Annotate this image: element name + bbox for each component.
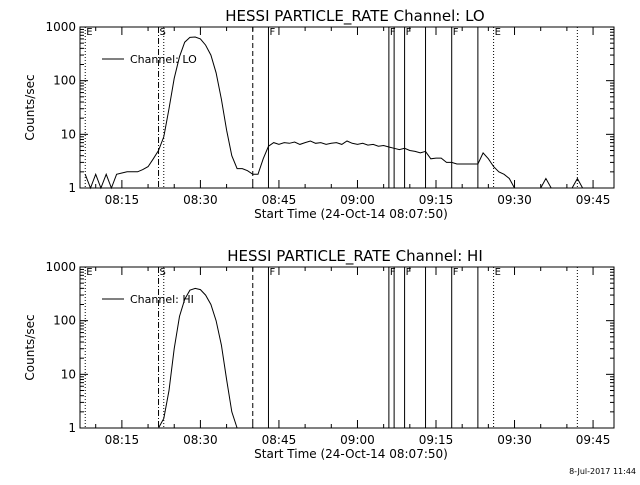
y-axis-label: Counts/sec <box>23 314 37 380</box>
event-marker-label: S <box>160 267 166 278</box>
chart-panel-hi: HESSI PARTICLE_RATE Channel: HI Counts/se… <box>23 247 615 461</box>
event-marker-label: E <box>86 27 92 38</box>
event-marker-label: F <box>406 267 412 278</box>
x-tick-label: 09:45 <box>576 193 611 207</box>
x-axis-label: Start Time (24-Oct-14 08:07:50) <box>254 207 448 221</box>
x-tick-label: 09:15 <box>419 433 454 447</box>
event-marker-label: F <box>390 267 396 278</box>
x-tick-label: 09:45 <box>576 433 611 447</box>
legend-entry: Channel: HI <box>130 293 194 306</box>
x-tick-label: 09:00 <box>340 193 375 207</box>
y-tick-label: 1000 <box>45 260 76 274</box>
y-tick-label: 1 <box>68 181 76 195</box>
event-marker-label: E <box>495 267 501 278</box>
x-tick-label: 08:15 <box>105 433 140 447</box>
x-tick-label: 08:15 <box>105 193 140 207</box>
event-marker-label: F <box>269 267 275 278</box>
plot-frame <box>79 266 615 429</box>
event-marker-label: F <box>269 27 275 38</box>
x-tick-label: 08:30 <box>183 433 218 447</box>
x-tick-label: 09:30 <box>497 193 532 207</box>
x-tick-label: 08:45 <box>262 193 297 207</box>
y-tick-label: 100 <box>53 74 76 88</box>
event-marker-label: S <box>160 27 166 38</box>
y-tick-label: 1000 <box>45 20 76 34</box>
y-axis-label: Counts/sec <box>23 74 37 140</box>
event-marker-label: F <box>453 267 459 278</box>
x-axis-label: Start Time (24-Oct-14 08:07:50) <box>254 447 448 461</box>
y-tick-label: 1 <box>68 421 76 435</box>
event-marker-label: F <box>390 27 396 38</box>
legend-entry: Channel: LO <box>130 53 197 66</box>
y-tick-label: 10 <box>61 367 76 381</box>
chart-title: HESSI PARTICLE_RATE Channel: HI <box>227 247 483 266</box>
event-marker-label: F <box>453 27 459 38</box>
x-tick-label: 08:45 <box>262 433 297 447</box>
chart-panel-lo: HESSI PARTICLE_RATE Channel: LO Counts/se… <box>23 7 615 221</box>
event-marker-label: E <box>495 27 501 38</box>
x-tick-label: 09:15 <box>419 193 454 207</box>
x-tick-label: 08:30 <box>183 193 218 207</box>
x-tick-label: 09:30 <box>497 433 532 447</box>
event-marker-label: E <box>86 267 92 278</box>
event-marker-label: F <box>406 27 412 38</box>
y-tick-label: 10 <box>61 127 76 141</box>
plot-frame <box>79 26 615 189</box>
date-stamp: 8-Jul-2017 11:44 <box>569 467 636 476</box>
x-tick-label: 09:00 <box>340 433 375 447</box>
chart-title: HESSI PARTICLE_RATE Channel: LO <box>225 7 484 26</box>
data-series-line <box>158 287 238 429</box>
y-tick-label: 100 <box>53 314 76 328</box>
data-series-line <box>84 36 594 190</box>
